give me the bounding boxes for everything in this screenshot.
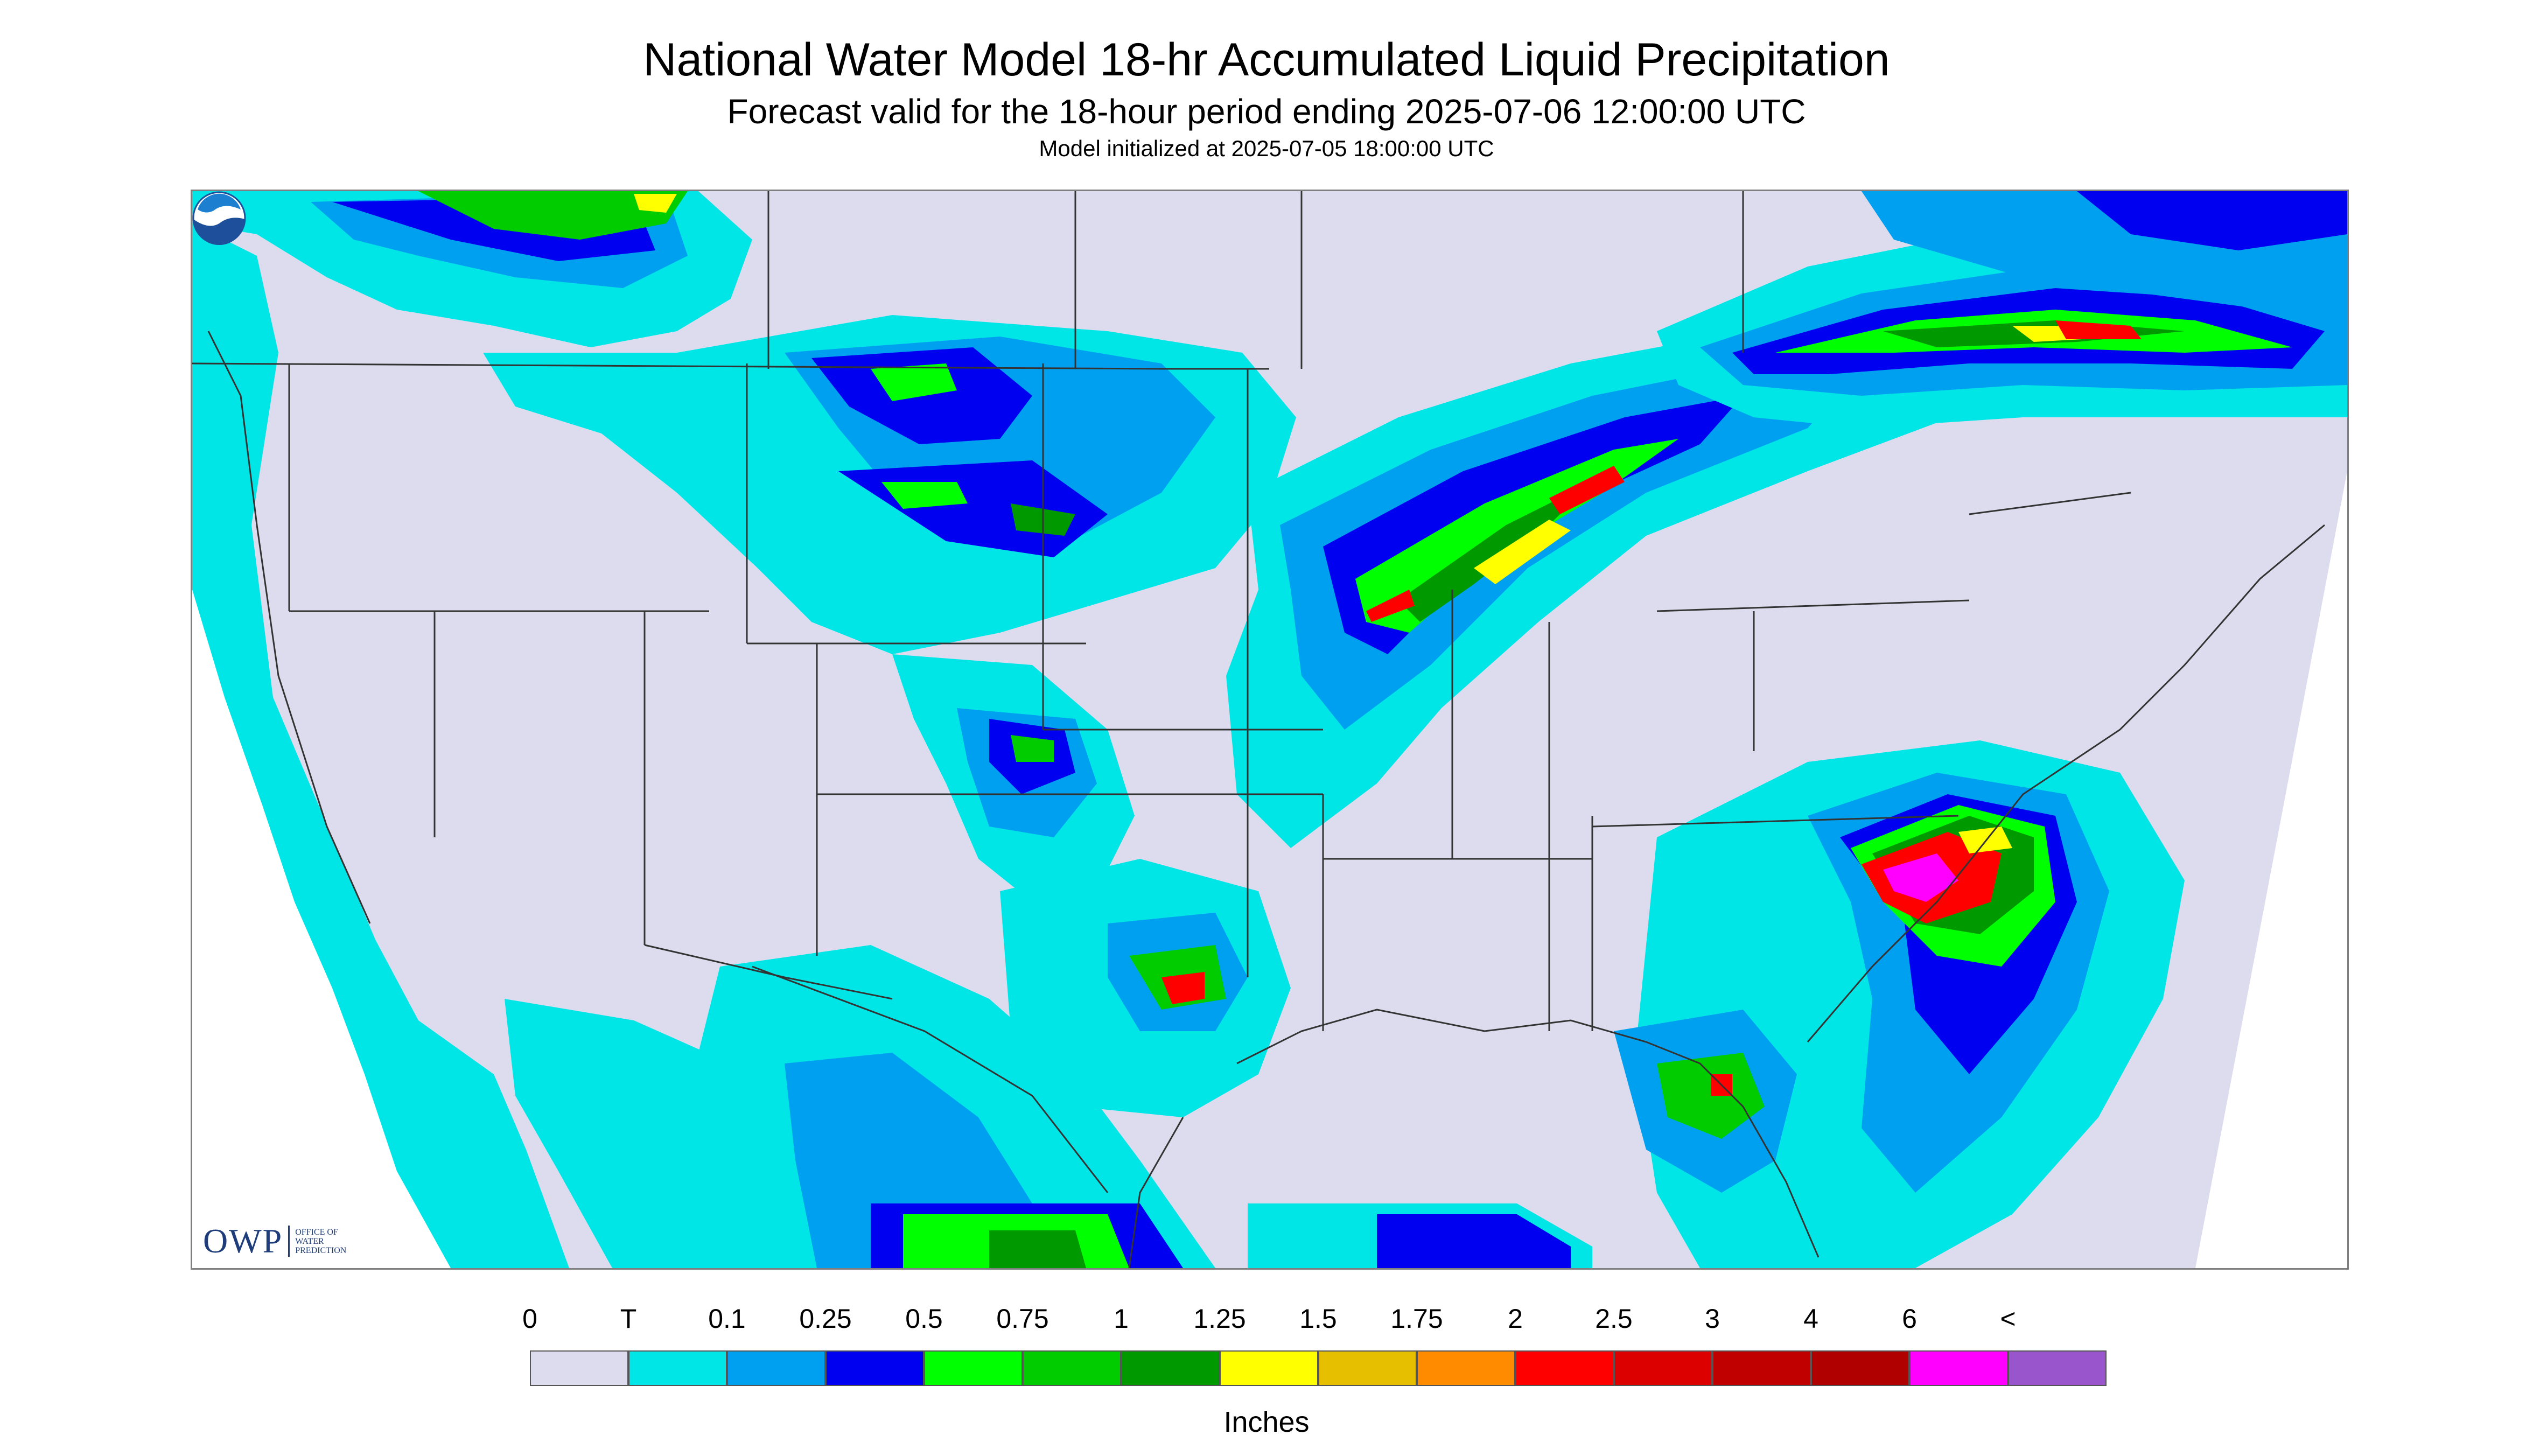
- owp-logo-line-2: WATER: [295, 1236, 324, 1246]
- legend-label: 2.5: [1595, 1304, 1633, 1334]
- owp-logo-divider: [288, 1226, 290, 1257]
- owp-logo-mark: OWP: [203, 1222, 283, 1260]
- no-data-region-east: [2195, 471, 2347, 1268]
- legend-label: 1.25: [1193, 1304, 1246, 1334]
- legend-swatch: [1220, 1350, 1318, 1386]
- legend-swatch: [2008, 1350, 2107, 1386]
- precipitation-map: OWP OFFICE OF WATER PREDICTION: [191, 190, 2349, 1270]
- legend-swatch: [1023, 1350, 1121, 1386]
- legend-swatch: [1318, 1350, 1417, 1386]
- legend-label: 3: [1705, 1304, 1720, 1334]
- legend-label: 1: [1114, 1304, 1129, 1334]
- precip-fields: [192, 191, 2347, 1268]
- legend-swatch: [530, 1350, 628, 1386]
- legend-swatch: [1515, 1350, 1614, 1386]
- legend-swatch: [727, 1350, 825, 1386]
- legend-swatch: [1811, 1350, 1909, 1386]
- legend-label: 1.75: [1390, 1304, 1443, 1334]
- map-title: National Water Model 18-hr Accumulated L…: [643, 34, 1890, 86]
- legend-label: <: [2000, 1304, 2016, 1334]
- owp-logo-text: OFFICE OF WATER PREDICTION: [295, 1228, 346, 1255]
- legend-label: 0.25: [799, 1304, 852, 1334]
- legend-swatch: [924, 1350, 1023, 1386]
- owp-logo: OWP OFFICE OF WATER PREDICTION: [203, 1222, 346, 1260]
- map-subtitle: Forecast valid for the 18-hour period en…: [727, 92, 1806, 131]
- owp-logo-line-3: PREDICTION: [295, 1245, 347, 1255]
- precip-west-coast: [192, 223, 569, 1268]
- legend-units: Inches: [1223, 1406, 1310, 1438]
- legend-label: 0.75: [996, 1304, 1049, 1334]
- legend-swatch: [825, 1350, 924, 1386]
- legend-label: 6: [1902, 1304, 1917, 1334]
- noaa-logo-icon: [192, 191, 246, 245]
- legend-swatch: [628, 1350, 727, 1386]
- legend-swatch: [1417, 1350, 1515, 1386]
- precip-upper-midwest: [1226, 315, 2023, 848]
- legend-label: 4: [1803, 1304, 1818, 1334]
- legend-label: 0.5: [905, 1304, 943, 1334]
- legend-label: 2: [1508, 1304, 1523, 1334]
- legend-label: 0.1: [708, 1304, 746, 1334]
- state-borders: [192, 191, 2131, 1193]
- legend-swatch: [1614, 1350, 1712, 1386]
- legend-swatch: [1121, 1350, 1220, 1386]
- legend-label: T: [620, 1304, 637, 1334]
- coastlines: [207, 331, 2325, 1268]
- precipitation-map-canvas: [192, 191, 2347, 1268]
- legend-swatch: [1909, 1350, 2008, 1386]
- legend-swatch: [1712, 1350, 1811, 1386]
- model-init-line: Model initialized at 2025-07-05 18:00:00…: [1039, 136, 1494, 161]
- owp-logo-line-1: OFFICE OF: [295, 1227, 338, 1237]
- legend-label: 1.5: [1299, 1304, 1337, 1334]
- legend-label: 0: [522, 1304, 537, 1334]
